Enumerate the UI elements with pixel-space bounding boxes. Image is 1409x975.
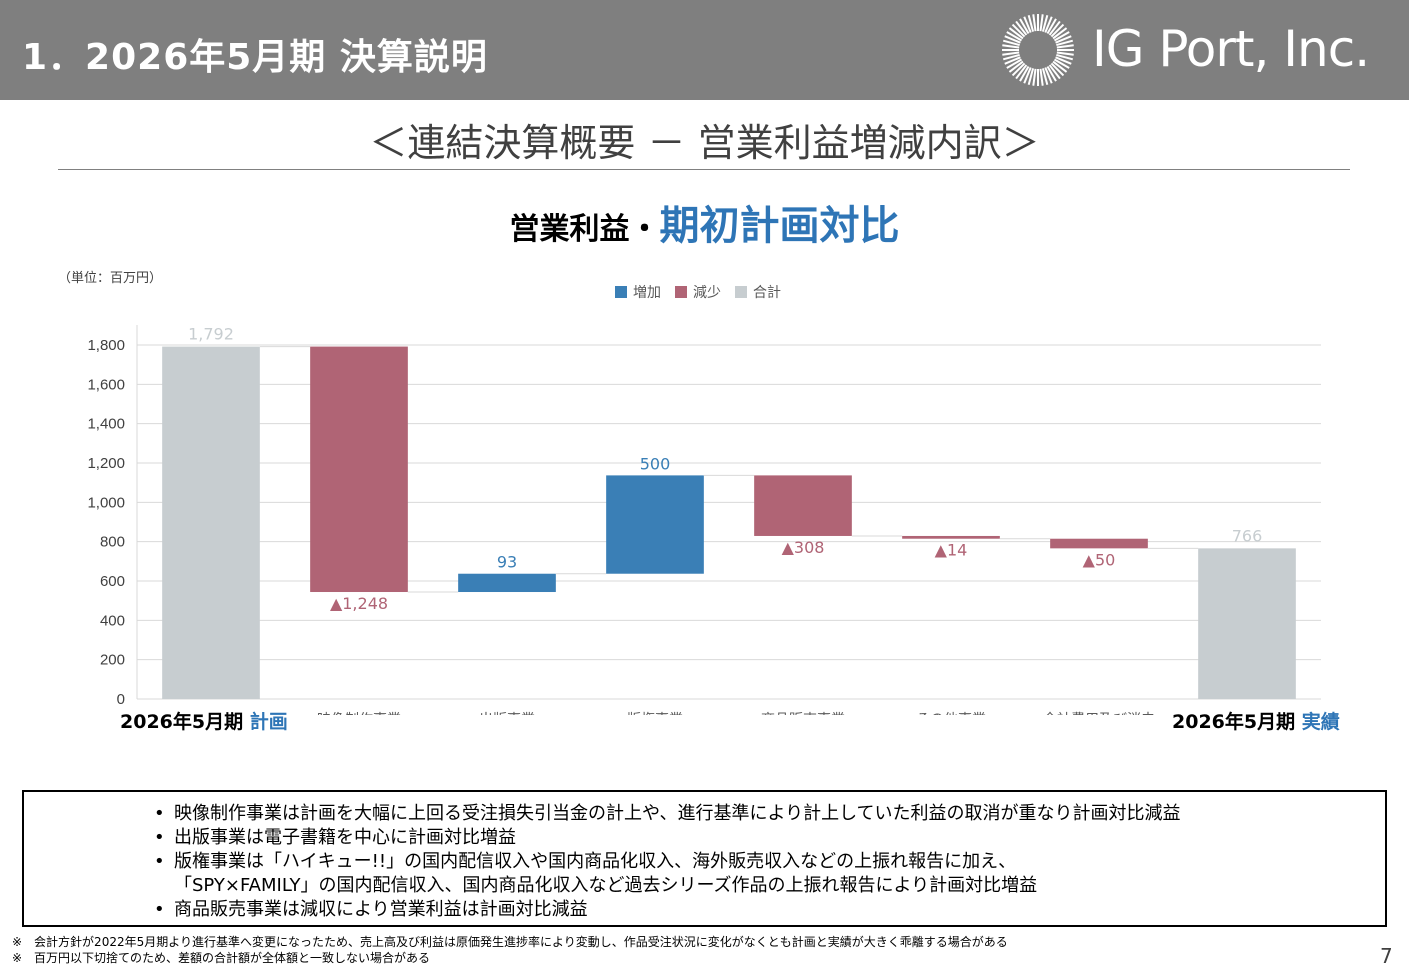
divider-line [58,169,1350,170]
legend-swatch-increase [615,286,627,298]
note-item: • 商品販売事業は減収により営業利益は計画対比減益 [154,898,1385,922]
header-bar: 1．2026年5月期 決算説明 IG Port, Inc. [0,0,1409,100]
bar-total [1198,548,1296,699]
footnote: ※ 会計方針が2022年5月期より進行基準へ変更になったため、売上高及び利益は原… [12,935,1008,949]
note-text: 商品販売事業は減収により営業利益は計画対比減益 [174,899,588,920]
note-text: 出版事業は電子書籍を中心に計画対比増益 [174,827,516,848]
y-tick-label: 0 [117,691,125,708]
legend-label-increase: 増加 [633,285,661,301]
note-text: 版権事業は「ハイキュー!!」の国内配信収入や国内商品化収入、海外販売収入などの上… [174,851,1017,872]
note-item: • 映像制作事業は計画を大幅に上回る受注損失引当金の計上や、進行基準により計上して… [154,802,1385,826]
company-logo: IG Port, Inc. [1000,12,1400,88]
data-label: ▲14 [935,541,968,560]
footnotes: ※ 会計方針が2022年5月期より進行基準へ変更になったため、売上高及び利益は原… [12,934,1008,966]
bullet-icon: • [154,803,165,824]
x-tick-label: その他事業 [916,712,986,715]
y-tick-label: 800 [100,534,125,551]
x-tick-label: 商品販売事業 [761,712,845,715]
x-tick-label: 映像制作事業 [317,712,401,715]
note-item-continuation: 「SPY×FAMILY」の国内配信収入、国内商品化収入など過去シリーズ作品の上振… [174,874,1385,898]
legend-item-increase: 増加 [615,282,661,302]
bullet-icon: • [154,827,165,848]
bar-decrease [902,535,1000,539]
legend-label-total: 合計 [753,285,781,301]
y-tick-label: 1,200 [87,455,125,472]
legend-item-total: 合計 [735,282,781,302]
note-text: 映像制作事業は計画を大幅に上回る受注損失引当金の計上や、進行基準により計上してい… [174,803,1181,824]
legend-swatch-decrease [675,286,687,298]
section-title: ＜連結決算概要 － 営業利益増減内訳＞ [369,121,1040,165]
x-tick-label: 全社費用及び消去 [1043,711,1155,715]
bar-decrease [754,475,852,536]
y-tick-label: 1,800 [87,337,125,354]
data-label: 500 [640,454,671,473]
page-number: 7 [1380,944,1393,968]
bar-increase [606,475,704,574]
y-tick-label: 1,600 [87,376,125,393]
x-label-plan-main: 2026年5月期 [120,711,250,733]
data-label: ▲50 [1083,550,1116,569]
slide-title: 1．2026年5月期 決算説明 [22,37,488,78]
y-tick-label: 600 [100,573,125,590]
sunburst-logo-icon [1002,14,1074,86]
x-tick-label: 版権事業 [627,711,683,715]
bar-increase [458,573,556,593]
bullet-icon: • [154,899,165,920]
y-tick-label: 200 [100,652,125,669]
x-label-plan-accent: 計画 [249,711,288,733]
data-label: 766 [1232,526,1263,545]
legend-item-decrease: 減少 [675,282,721,302]
legend-swatch-total [735,286,747,298]
data-label: 1,792 [188,325,234,344]
x-tick-label: 出版事業 [479,712,535,715]
logo-text: IG Port, Inc. [1092,20,1370,78]
note-item: • 出版事業は電子書籍を中心に計画対比増益 [154,826,1385,850]
unit-label: （単位：百万円） [58,271,163,286]
y-tick-label: 1,400 [87,416,125,433]
x-label-plan: 2026年5月期 計画 [120,707,288,734]
chart-heading: 営業利益・期初計画対比 [0,193,1409,251]
waterfall-chart: 0 200 400 600 800 1,000 1,200 1,400 1,600 1,800 1,… [87,325,1321,715]
data-label: 93 [497,553,517,572]
note-item: • 版権事業は「ハイキュー!!」の国内配信収入や国内商品化収入、海外販売収入などの… [154,850,1385,874]
chart-heading-prefix: 営業利益・ [509,212,660,247]
bar-decrease [310,346,408,593]
y-tick-label: 1,000 [87,494,125,511]
notes-box: • 映像制作事業は計画を大幅に上回る受注損失引当金の計上や、進行基準により計上して… [22,790,1387,927]
y-tick-label: 400 [100,612,125,629]
chart-legend: 増加 減少 合計 [615,283,795,301]
bar-total [162,346,260,699]
legend-label-decrease: 減少 [693,285,721,301]
chart-heading-highlight: 期初計画対比 [659,203,900,249]
data-label: ▲1,248 [330,594,388,613]
x-label-actual-main: 2026年5月期 [1172,711,1302,733]
footnote: ※ 百万円以下切捨てのため、差額の合計額が全体額と一致しない場合がある [12,951,431,965]
x-label-actual: 2026年5月期 実績 [1172,707,1340,734]
bullet-icon: • [154,851,165,872]
note-text: 「SPY×FAMILY」の国内配信収入、国内商品化収入など過去シリーズ作品の上振… [174,875,1038,896]
data-label: ▲308 [782,538,825,557]
x-label-actual-accent: 実績 [1301,711,1340,733]
bar-decrease [1050,538,1148,549]
